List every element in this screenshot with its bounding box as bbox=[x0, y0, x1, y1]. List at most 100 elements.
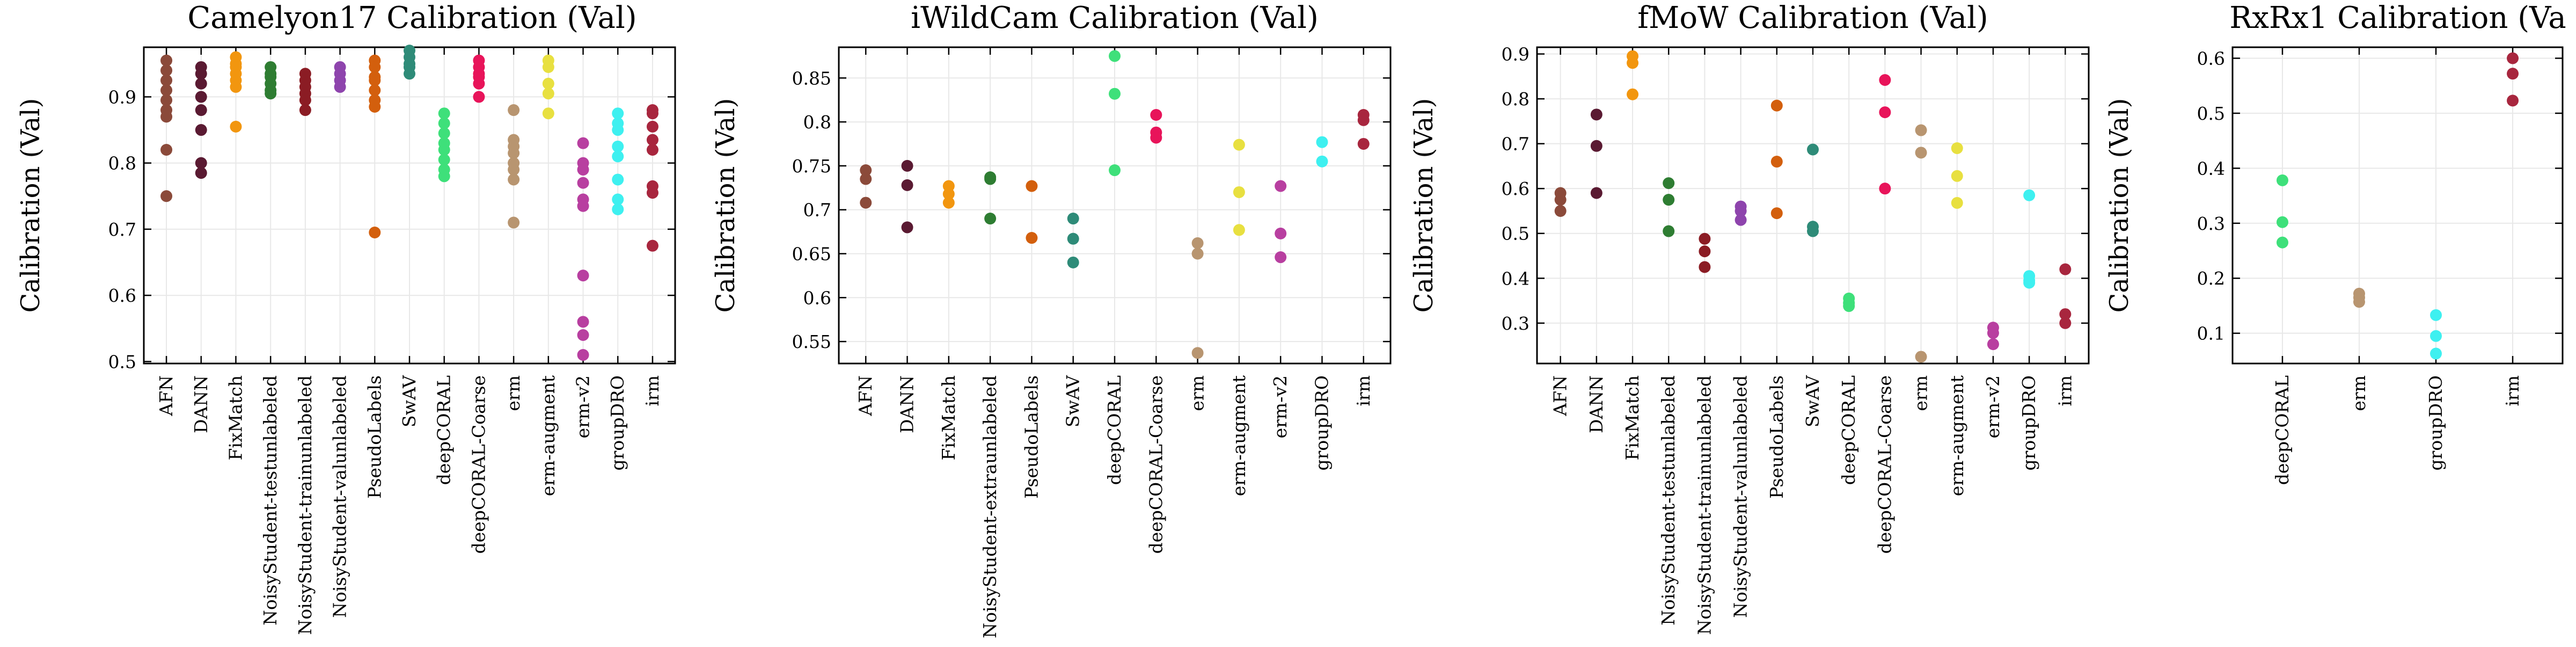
data-point bbox=[1770, 207, 1783, 220]
x-tick-label: NoisyStudent-valunlabeled bbox=[330, 375, 350, 618]
x-tick-label: erm-augment bbox=[1946, 375, 1967, 496]
data-point bbox=[438, 143, 450, 156]
y-tick-label: 0.8 bbox=[803, 112, 831, 133]
x-tick-label: erm-v2 bbox=[573, 375, 594, 438]
data-point bbox=[1357, 137, 1370, 150]
data-point bbox=[1627, 57, 1639, 69]
data-point bbox=[334, 81, 346, 93]
data-point bbox=[1663, 177, 1675, 190]
data-point bbox=[265, 88, 277, 100]
data-point bbox=[1987, 338, 1999, 351]
data-point bbox=[577, 200, 589, 212]
data-point bbox=[646, 239, 658, 252]
data-point bbox=[1663, 194, 1675, 206]
data-point bbox=[508, 104, 520, 117]
chart-panel-3: fMoW Calibration (Val) Calibration (Val) 0… bbox=[1409, 1, 2090, 635]
data-point bbox=[1879, 183, 1891, 195]
data-point bbox=[542, 61, 554, 73]
data-point bbox=[1590, 187, 1602, 199]
y-tick-label: 0.6 bbox=[2197, 48, 2225, 69]
chart-title: fMoW Calibration (Val) bbox=[1637, 1, 1988, 35]
data-point bbox=[1109, 50, 1121, 62]
data-point bbox=[984, 173, 997, 185]
data-point bbox=[612, 124, 624, 136]
x-tick-label: groupDRO bbox=[2425, 375, 2446, 471]
data-point bbox=[646, 143, 658, 156]
data-point bbox=[160, 84, 173, 97]
data-point bbox=[901, 179, 913, 191]
x-tick-label: erm bbox=[1911, 375, 1931, 411]
data-point bbox=[299, 94, 311, 106]
data-point bbox=[1951, 197, 1963, 209]
data-point bbox=[438, 117, 450, 129]
data-point bbox=[2276, 216, 2288, 228]
data-point bbox=[404, 68, 415, 80]
data-point bbox=[1879, 106, 1891, 119]
y-tick-label: 0.5 bbox=[108, 351, 136, 372]
x-tick-label: SwAV bbox=[1802, 375, 1823, 427]
y-tick-label: 0.2 bbox=[2197, 268, 2225, 289]
data-point bbox=[1879, 74, 1891, 86]
data-point bbox=[612, 173, 624, 186]
data-point bbox=[612, 107, 624, 120]
data-point bbox=[369, 227, 381, 239]
x-tick-label: AFN bbox=[156, 375, 177, 417]
data-point bbox=[577, 177, 589, 189]
data-point bbox=[2430, 309, 2442, 321]
data-point bbox=[2353, 296, 2365, 308]
x-tick-label: FixMatch bbox=[225, 375, 246, 461]
data-point bbox=[1233, 186, 1245, 198]
data-point bbox=[1316, 155, 1328, 168]
x-tick-label: deepCORAL bbox=[1104, 375, 1125, 485]
data-point bbox=[2023, 277, 2036, 289]
data-point bbox=[1191, 237, 1204, 249]
data-point bbox=[2507, 52, 2519, 64]
data-point bbox=[1191, 347, 1204, 359]
chart-panel-1: Camelyon17 Calibration (Val) Calibration … bbox=[16, 1, 676, 635]
y-tick-label: 0.75 bbox=[792, 156, 831, 177]
x-tick-label: DANN bbox=[191, 375, 211, 433]
chart-panel-2: iWildCam Calibration (Val) Calibration (V… bbox=[711, 1, 1392, 638]
data-point bbox=[160, 94, 173, 106]
data-point bbox=[508, 147, 520, 159]
x-tick-label: SwAV bbox=[399, 375, 420, 427]
data-point bbox=[1109, 88, 1121, 100]
data-point bbox=[2507, 94, 2519, 107]
y-tick-label: 0.6 bbox=[108, 285, 136, 306]
x-tick-label: deepCORAL bbox=[2272, 375, 2293, 485]
data-point bbox=[160, 54, 173, 67]
data-point bbox=[438, 154, 450, 166]
x-tick-label: FixMatch bbox=[1622, 375, 1643, 461]
data-point bbox=[160, 64, 173, 77]
x-tick-label: NoisyStudent-valunlabeled bbox=[1730, 375, 1751, 618]
data-point bbox=[577, 348, 589, 361]
data-point bbox=[612, 140, 624, 152]
data-point bbox=[160, 111, 173, 123]
data-point bbox=[1150, 132, 1162, 144]
y-tick-label: 0.7 bbox=[1502, 134, 1529, 155]
data-point bbox=[612, 193, 624, 206]
data-point bbox=[1951, 142, 1963, 154]
data-point bbox=[577, 163, 589, 176]
data-point bbox=[646, 134, 658, 146]
data-point bbox=[195, 124, 207, 136]
x-tick-label: erm-augment bbox=[538, 375, 559, 496]
data-point bbox=[612, 150, 624, 163]
x-tick-label: DANN bbox=[1586, 375, 1607, 433]
data-point bbox=[942, 197, 955, 209]
data-point bbox=[438, 127, 450, 140]
data-point bbox=[1590, 140, 1602, 152]
y-tick-label: 0.6 bbox=[803, 287, 831, 308]
y-tick-label: 0.5 bbox=[2197, 103, 2225, 124]
chart-title: iWildCam Calibration (Val) bbox=[911, 1, 1319, 35]
data-point bbox=[1807, 143, 1819, 156]
data-point bbox=[160, 74, 173, 86]
x-tick-label: PseudoLabels bbox=[1766, 375, 1787, 499]
data-point bbox=[1735, 205, 1747, 217]
data-point bbox=[1554, 194, 1567, 206]
data-point bbox=[1554, 205, 1567, 217]
data-point bbox=[473, 77, 485, 90]
data-point bbox=[901, 221, 913, 234]
y-tick-label: 0.3 bbox=[2197, 213, 2225, 234]
